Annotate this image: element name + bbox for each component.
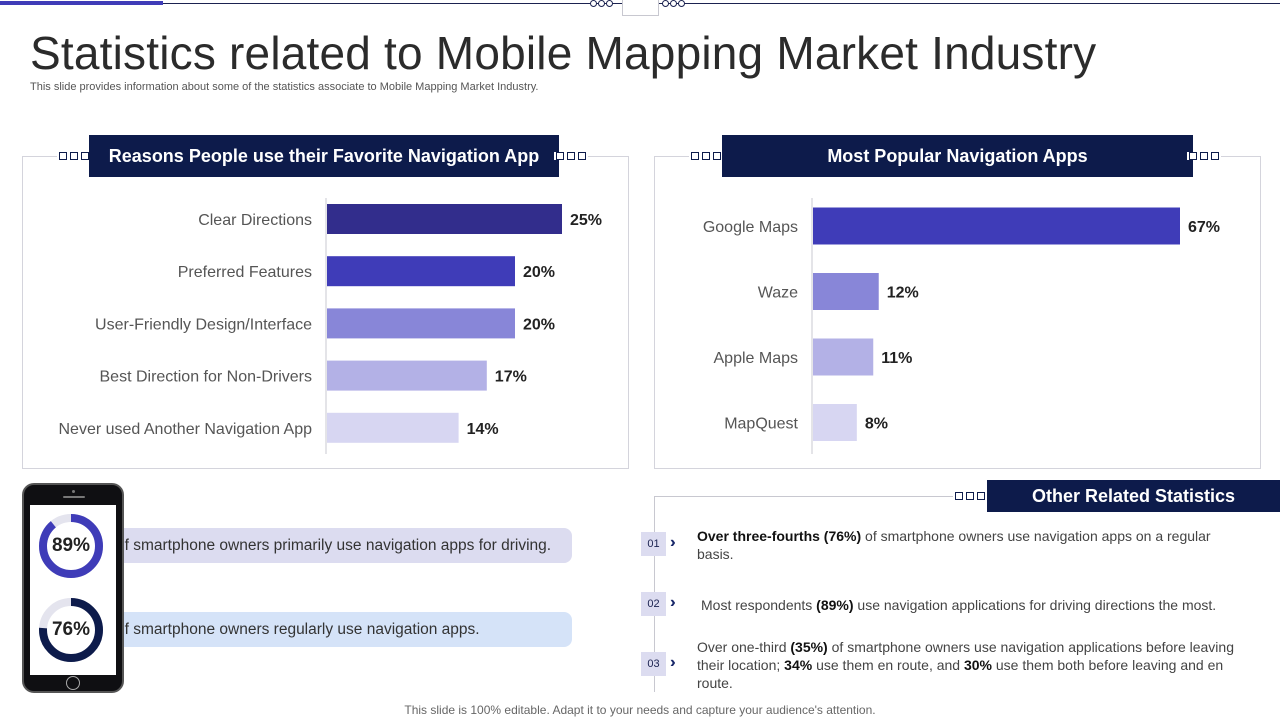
data-label: 25% [570,212,602,229]
other-stats-title: Other Related Statistics [987,480,1280,512]
double-chevron-icon: ›› [670,534,674,551]
decor-squares-icon [554,152,588,160]
category-label: MapQuest [724,416,798,433]
category-label: Apple Maps [714,350,799,367]
bar-clear-directions [327,204,562,234]
data-label: 14% [467,421,499,438]
top-tab [622,0,659,16]
category-label: Clear Directions [198,212,312,229]
data-label: 67% [1188,219,1220,236]
stat-number: 03 [641,652,666,676]
page-subtitle: This slide provides information about so… [30,81,539,93]
ring-76-arc [39,598,103,662]
decor-squares-icon [953,492,987,500]
other-stat-3: Over one-third (35%) of smartphone owner… [697,639,1234,691]
top-dots-left [590,0,613,7]
bar-preferred-features [327,256,515,287]
other-stat-2: Most respondents (89%) use navigation ap… [701,597,1217,613]
ring-89-arc [39,514,103,578]
apps-chart: Google Maps 67% Waze 12% Apple Maps 11% MapQue… [703,198,1220,454]
ring-89: 89% [37,512,105,580]
top-dots-right [662,0,685,7]
category-label: Waze [758,285,798,302]
other-stat-1: Over three-fourths (76%) of smartphone o… [697,528,1211,562]
data-label: 12% [887,285,919,302]
category-label: Google Maps [703,219,798,236]
bar-google-maps [813,207,1180,245]
reasons-chart: Clear Directions 25% Preferred Features 20%… [59,198,602,454]
ring-76-label: 76% [51,619,91,640]
data-label: 17% [495,369,527,386]
stat-driving-pill: of smartphone owners primarily use navig… [104,528,572,563]
category-label: Preferred Features [178,264,312,281]
stat-driving-text: of smartphone owners primarily use navig… [116,536,552,554]
bar-user-friendly-design-interface [327,308,515,339]
apps-chart-title: Most Popular Navigation Apps [722,135,1193,177]
stat-regular-text: of smartphone owners regularly use navig… [116,620,480,638]
footer-note: This slide is 100% editable. Adapt it to… [404,703,876,717]
bar-waze [813,273,879,310]
category-label: Never used Another Navigation App [59,421,313,438]
decor-squares-icon [57,152,91,160]
category-label: Best Direction for Non-Drivers [100,369,313,386]
stat-regular-pill: of smartphone owners regularly use navig… [104,612,572,647]
stat-number: 01 [641,532,666,556]
double-chevron-icon: ›› [670,594,674,611]
category-label: User-Friendly Design/Interface [95,316,312,333]
data-label: 8% [865,416,888,433]
data-label: 20% [523,316,555,333]
top-accent-bar [0,1,163,5]
double-chevron-icon: ›› [670,654,674,671]
ring-76: 76% [37,596,105,664]
other-stats-rule [654,496,964,497]
decor-squares-icon [1187,152,1221,160]
bar-best-direction-for-non-drivers [327,360,487,391]
ring-89-label: 89% [51,535,91,556]
data-label: 11% [881,350,912,367]
data-label: 20% [523,264,555,281]
bar-mapquest [813,404,857,441]
bar-apple-maps [813,338,874,376]
bar-never-used-another-navigation-app [327,412,459,443]
decor-squares-icon [689,152,723,160]
stat-number: 02 [641,592,666,616]
page-title: Statistics related to Mobile Mapping Mar… [30,27,1097,79]
reasons-chart-title: Reasons People use their Favorite Naviga… [89,135,559,177]
